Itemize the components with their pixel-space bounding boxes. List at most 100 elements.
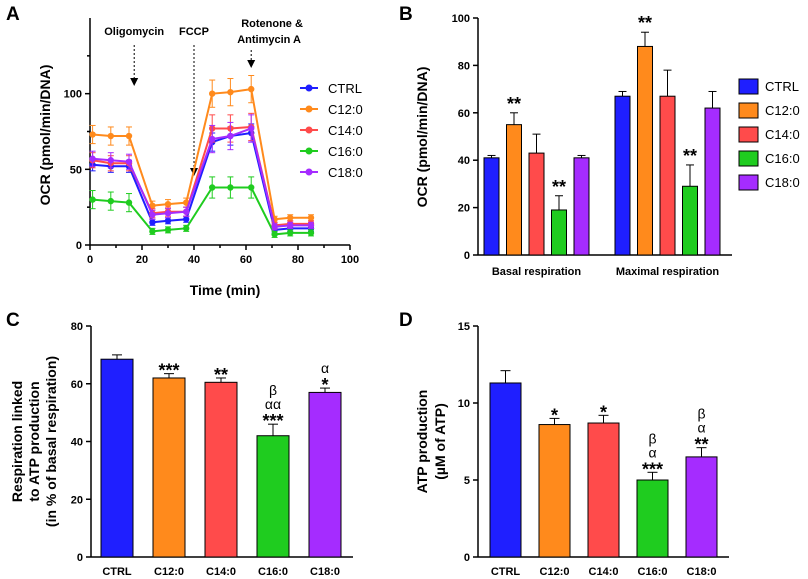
- panel-b-y-tick-label: 80: [458, 60, 470, 72]
- panel-a-point-c18-0: [209, 135, 216, 143]
- panel-c-category-c12-0: C12:0: [154, 566, 184, 578]
- panel-b: B OCR (pmol/min/DNA) 0 20 40 60 80 100 Basal r…: [399, 4, 800, 278]
- panel-a-legend-marker-c16-0: [305, 147, 313, 155]
- panel-d: D ATP production (µM of ATP) 0 5 10 15 CTRL C…: [399, 310, 729, 578]
- panel-a-point-c16-0: [164, 226, 172, 234]
- panel-a-line-ctrl: [92, 131, 311, 231]
- panel-a-point-c12-0: [209, 90, 216, 97]
- panel-a-annotation-antimycin-a: Antimycin A: [237, 34, 301, 46]
- panel-a-point-c12-0: [89, 131, 96, 138]
- panel-a-point-c16-0: [183, 225, 190, 232]
- panel-b-significance-c16-0-0: **: [552, 177, 566, 197]
- panel-a-axes: 0 20 40 60 80 100 0 50 100: [64, 18, 359, 266]
- panel-b-legend-label-c14-0: C14:0: [765, 127, 800, 142]
- panel-b-bars: ** ** ** **: [483, 13, 721, 256]
- panel-a-y-tick-label: 50: [70, 164, 82, 176]
- panel-a-legend-label-c18-0: C18:0: [328, 165, 363, 180]
- panel-a-legend-marker-c12-0: [305, 105, 313, 113]
- panel-a-legend-label-c16-0: C16:0: [328, 144, 363, 159]
- panel-c-y-tick-label: 60: [71, 379, 83, 391]
- panel-a-point-c18-0: [149, 211, 156, 218]
- panel-a-point-c18-0: [125, 158, 133, 165]
- panel-b-legend-label-c18-0: C18:0: [765, 175, 800, 190]
- panel-c-bar-c18-0: [308, 391, 342, 558]
- panel-a-point-c16-0: [125, 199, 133, 206]
- panel-d-significance-c16-0: ***: [642, 459, 663, 479]
- panel-a-point-c18-0: [248, 125, 255, 132]
- panel-a-point-c16-0: [287, 229, 294, 237]
- panel-a-injection-arrow: [247, 60, 256, 68]
- panel-b-y-axis-title: OCR (pmol/min/DNA): [414, 67, 430, 208]
- panel-a-x-tick-label: 60: [240, 254, 252, 266]
- panel-d-significance-c16-0: β: [648, 430, 656, 446]
- panel-a-point-c18-0: [287, 222, 294, 229]
- panel-a-legend: CTRL C12:0 C14:0 C16:0 C18:0: [300, 81, 363, 180]
- panel-c-y-axis-title-line: Respiration linked: [9, 381, 25, 502]
- panel-a-annotation-rotenone: Rotenone &: [241, 18, 303, 30]
- panel-b-bar-c14-0-0: [528, 152, 545, 256]
- panel-a-point-c12-0: [248, 85, 255, 93]
- panel-a-point-c16-0: [227, 184, 234, 191]
- panel-a-annotation-fccp: FCCP: [179, 26, 209, 38]
- panel-a-line-c14-0: [92, 125, 311, 227]
- panel-c-significance-c16-0: β: [269, 382, 277, 398]
- panel-b-y-tick-label: 20: [458, 203, 470, 215]
- panel-b-bar-c16-0-0: [551, 209, 567, 256]
- panel-b-legend-swatch-ctrl: [738, 78, 759, 95]
- panel-c-y-tick-label: 0: [77, 552, 83, 564]
- panel-d-bar-c18-0: [685, 456, 718, 558]
- panel-d-category-c12-0: C12:0: [540, 566, 570, 578]
- panel-b-legend: CTRL C12:0 C14:0 C16:0 C18:0: [738, 78, 800, 191]
- panel-c-y-axis-title-line: (in % of basal respiration): [43, 356, 59, 527]
- panel-c-y-tick-label: 80: [71, 321, 83, 333]
- panel-a-x-tick-label: 0: [87, 254, 93, 266]
- panel-a-injection-arrow: [130, 78, 139, 86]
- panel-a-x-tick-label: 100: [341, 254, 359, 266]
- panel-b-bar-c12-0-1: [637, 45, 653, 256]
- panel-a-x-tick-label: 40: [188, 254, 200, 266]
- panel-a-point-c18-0: [164, 210, 172, 217]
- panel-b-bar-c14-0-1: [659, 95, 676, 256]
- panel-c-significance-c16-0: αα: [265, 396, 281, 412]
- panel-b-legend-label-c12-0: C12:0: [765, 103, 800, 118]
- panel-d-y-tick-label: 10: [458, 398, 470, 410]
- panel-d-label: D: [399, 310, 413, 331]
- panel-a-legend-label-c14-0: C14:0: [328, 123, 363, 138]
- panel-a-point-c12-0: [125, 132, 133, 140]
- panel-c-significance-c12-0: ***: [158, 361, 179, 381]
- panel-d-y-tick-label: 5: [464, 475, 470, 487]
- panel-c-y-tick-label: 20: [71, 494, 83, 506]
- panel-d-y-axis-title-line: (µM of ATP): [432, 403, 448, 480]
- panel-b-bar-c12-0-0: [506, 124, 522, 256]
- panel-b-legend-swatch-c16-0: [738, 150, 759, 167]
- panel-d-bar-c16-0: [636, 479, 669, 558]
- panel-b-category-maximal-respiration: Maximal respiration: [616, 266, 720, 278]
- panel-b-axes: 0 20 40 60 80 100 Basal respiration Maximal res…: [452, 13, 732, 278]
- panel-a-line-c12-0: [92, 87, 311, 221]
- panel-d-y-axis-title: ATP production (µM of ATP): [414, 390, 448, 494]
- panel-d-category-ctrl: CTRL: [491, 566, 521, 578]
- panel-b-significance-c16-0-1: **: [683, 146, 697, 166]
- panel-c-category-ctrl: CTRL: [102, 566, 132, 578]
- panel-d-significance-c12-0: *: [551, 405, 558, 425]
- panel-d-significance-c16-0: α: [648, 444, 656, 460]
- panel-a-point-c16-0: [89, 196, 96, 203]
- panel-c-bar-c12-0: [152, 377, 186, 558]
- panel-b-significance-c12-0-0: **: [507, 94, 521, 114]
- panel-a-series: [89, 75, 315, 238]
- panel-c-category-c16-0: C16:0: [258, 566, 288, 578]
- panel-d-y-tick-label: 0: [464, 552, 470, 564]
- panel-b-bar-c18-0-1: [704, 107, 721, 256]
- panel-c-label: C: [6, 310, 20, 331]
- panel-d-bar-c14-0: [587, 422, 620, 558]
- panel-c-significance-c18-0: *: [321, 375, 328, 395]
- panel-b-legend-label-c16-0: C16:0: [765, 151, 800, 166]
- panel-b-label: B: [399, 4, 413, 25]
- panel-a-x-tick-label: 20: [136, 254, 148, 266]
- panel-c: C Respiration linked to ATP production (in…: [6, 310, 353, 578]
- panel-b-legend-swatch-c14-0: [738, 126, 759, 143]
- panel-a-point-c12-0: [307, 214, 315, 221]
- panel-a-y-tick-label: 0: [76, 240, 82, 252]
- panel-d-category-c14-0: C14:0: [589, 566, 619, 578]
